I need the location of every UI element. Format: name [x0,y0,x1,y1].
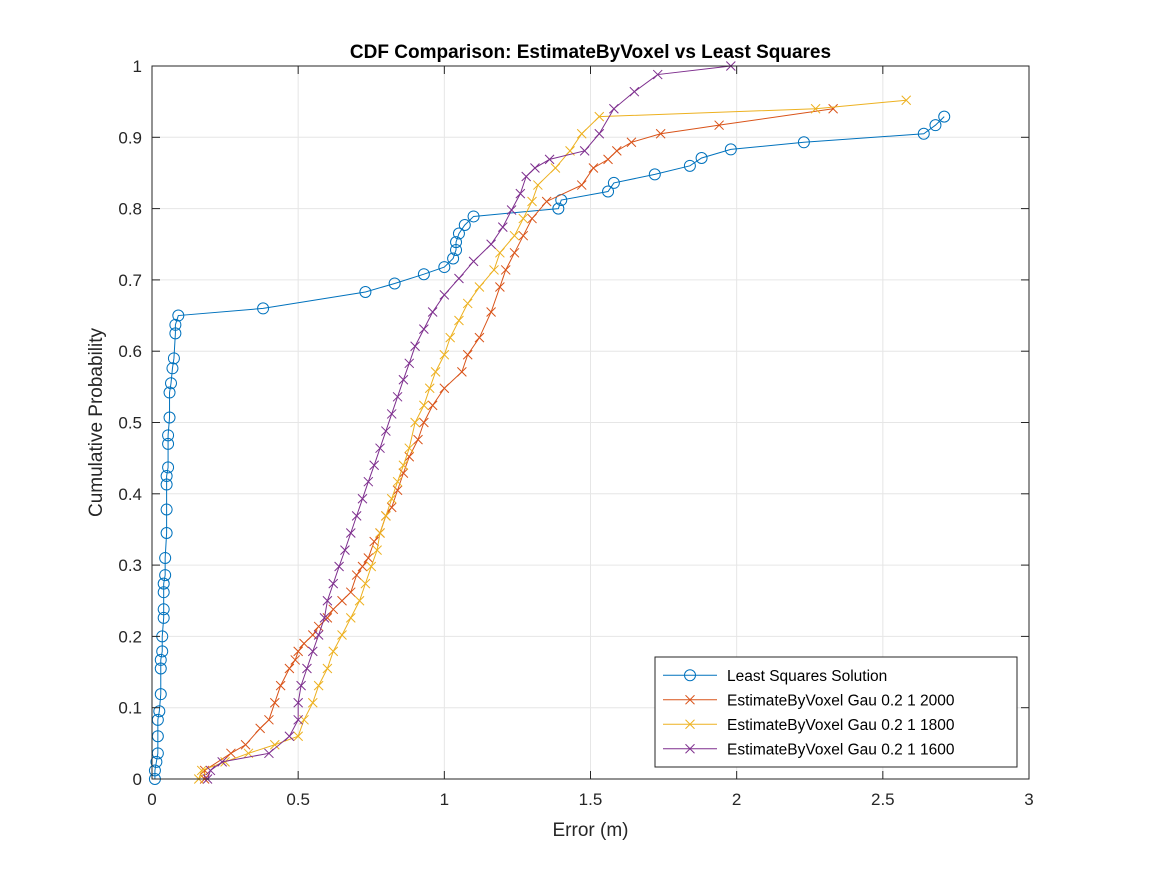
x-tick-label: 0 [147,790,156,809]
x-tick-label: 2.5 [871,790,895,809]
y-tick-label: 0 [133,770,142,789]
y-tick-label: 0.3 [118,556,142,575]
legend-label: EstimateByVoxel Gau 0.2 1 1600 [727,741,955,758]
y-axis-label: Cumulative Probability [86,327,107,517]
y-tick-label: 0.9 [118,128,142,147]
x-tick-label: 1 [440,790,449,809]
y-tick-label: 0.6 [118,342,142,361]
legend-label: EstimateByVoxel Gau 0.2 1 2000 [727,692,955,709]
chart-title: CDF Comparison: EstimateByVoxel vs Least… [350,42,831,63]
y-tick-label: 0.7 [118,271,142,290]
legend[interactable]: Least Squares Solution EstimateByVoxel Ga… [655,657,1017,767]
y-tick-label: 0.2 [118,627,142,646]
y-tick-label: 0.1 [118,699,142,718]
y-tick-label: 1 [133,57,142,76]
y-tick-label: 0.8 [118,200,142,219]
y-tick-label: 0.5 [118,414,142,433]
legend-label: Least Squares Solution [727,668,887,685]
x-tick-label: 2 [732,790,741,809]
legend-label: EstimateByVoxel Gau 0.2 1 1800 [727,717,955,734]
x-tick-label: 1.5 [579,790,603,809]
x-tick-label: 3 [1024,790,1033,809]
x-tick-label: 0.5 [286,790,310,809]
y-tick-label: 0.4 [118,485,142,504]
x-axis-label: Error (m) [553,820,629,841]
